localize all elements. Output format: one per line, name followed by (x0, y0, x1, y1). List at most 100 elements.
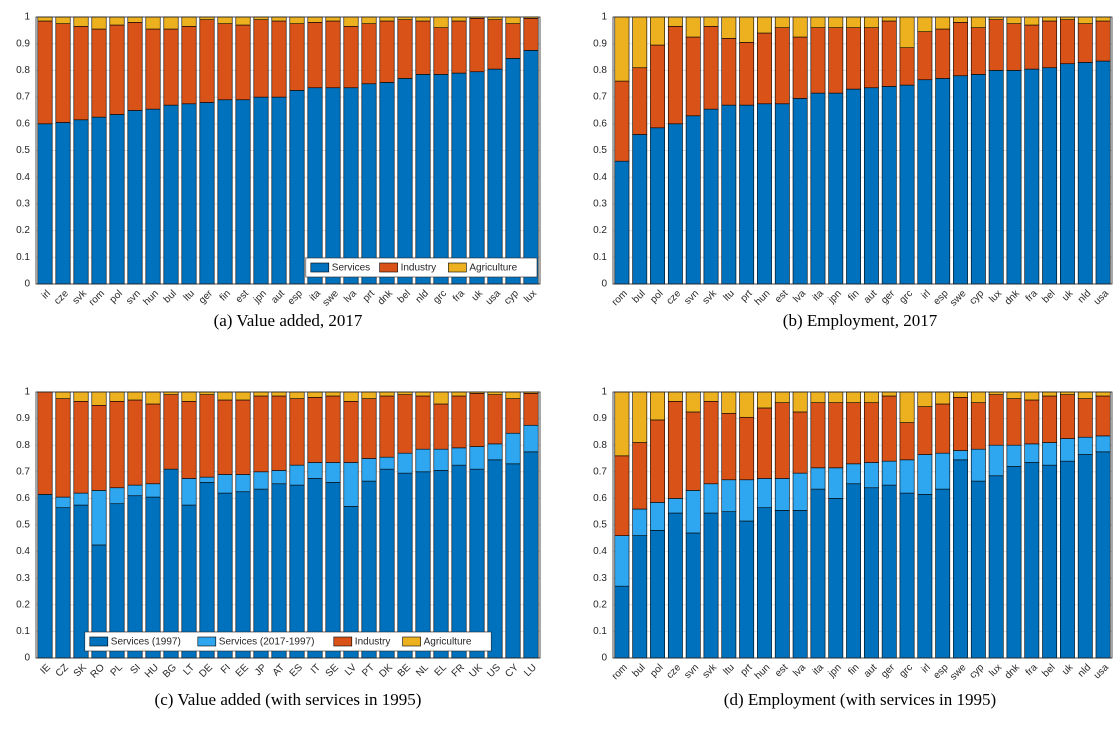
x-tick-label: hun (141, 288, 161, 308)
y-tick-label: 0.4 (593, 546, 607, 557)
x-tick-label: jpn (826, 662, 844, 680)
bar-segment (217, 16, 233, 24)
bar-segment (953, 391, 968, 398)
x-tick-label: lux (987, 288, 1004, 305)
bar-segment (810, 16, 826, 28)
bar-segment (953, 22, 968, 77)
legend-box (305, 257, 538, 278)
y-tick-label: 0.7 (593, 466, 607, 477)
bar-segment (199, 476, 215, 483)
x-tick-label: esp (932, 662, 951, 681)
bar-segment (1095, 435, 1111, 453)
legend-swatch (448, 262, 467, 273)
x-tick-label: FI (219, 662, 233, 676)
x-tick-label: grc (897, 662, 915, 680)
bar-segment (127, 110, 143, 285)
bar-segment (451, 391, 467, 397)
x-tick-label: fin (846, 662, 861, 677)
bar-segment (614, 16, 630, 82)
bar-segment (325, 391, 341, 397)
bar-segment (810, 92, 826, 285)
x-tick-label: uk (470, 288, 486, 304)
bar-segment (953, 16, 968, 23)
legend-swatch (89, 636, 109, 647)
bar-segment (271, 20, 287, 98)
bar-segment (55, 507, 71, 659)
bar-segment (487, 19, 503, 70)
bar-segment (487, 443, 503, 461)
bar-segment (1095, 60, 1111, 285)
bar-segment (988, 70, 1004, 285)
bar-segment (970, 16, 986, 28)
bar-segment (1006, 23, 1022, 71)
bar-segment (1024, 391, 1040, 401)
y-tick-label: 0.9 (593, 38, 607, 49)
x-tick-label: aut (269, 288, 287, 306)
bar-segment (217, 23, 233, 101)
bar-segment (988, 444, 1004, 477)
bar-segment (379, 456, 395, 470)
x-tick-label: rom (610, 662, 630, 682)
y-tick-label: 0.9 (16, 413, 30, 424)
x-tick-label: AT (271, 662, 287, 678)
x-tick-label: RO (89, 662, 108, 681)
bar-segment (685, 36, 701, 117)
x-tick-label: BE (396, 662, 413, 679)
bar-segment (632, 67, 648, 135)
bar-segment (953, 397, 968, 451)
bar-segment (614, 80, 630, 162)
bar-segment (846, 402, 862, 465)
bar-segment (55, 16, 71, 24)
bar-segment (379, 20, 395, 83)
bar-segment (307, 397, 323, 463)
bar-segment (1024, 399, 1040, 445)
bar-segment (325, 87, 341, 285)
x-tick-label: FR (450, 662, 467, 679)
bar-segment (199, 102, 215, 285)
bar-segment (271, 470, 287, 485)
bar-segment (828, 467, 844, 499)
x-tick-label: rom (610, 288, 630, 308)
y-tick-label: 0.3 (593, 199, 607, 210)
bar-segment (970, 480, 986, 659)
bar-segment (863, 487, 879, 659)
bar-segment (935, 391, 951, 405)
y-tick-label: 0.7 (16, 466, 30, 477)
bar-segment (73, 391, 89, 402)
bar-segment (181, 478, 197, 506)
bar-segment (632, 16, 648, 69)
x-tick-label: dnk (1003, 662, 1023, 682)
bar-segment (325, 20, 341, 89)
bar-segment (469, 446, 485, 470)
bar-segment (774, 402, 790, 479)
bar-segment (739, 416, 755, 481)
bar-segment (217, 474, 233, 494)
x-tick-label: lux (987, 662, 1004, 679)
x-tick-label: fin (846, 288, 861, 303)
x-tick-label: aut (862, 288, 880, 306)
bar-segment (846, 27, 862, 90)
bar-segment (970, 402, 986, 450)
bar-segment (935, 78, 951, 285)
x-tick-label: JP (253, 662, 269, 678)
bar-segment (91, 16, 107, 30)
bar-segment (881, 484, 897, 659)
bar-segment (127, 22, 143, 111)
bar-segment (667, 512, 683, 659)
legend-box (84, 631, 492, 652)
y-tick-label: 1 (601, 387, 607, 398)
bar-segment (721, 412, 737, 481)
bar-segment (1042, 395, 1058, 443)
bar-segment (863, 402, 879, 463)
bar-segment (361, 398, 377, 459)
y-tick-label: 0.6 (593, 493, 607, 504)
bar-segment (163, 16, 179, 30)
axes-box (35, 391, 541, 659)
bar-segment (343, 26, 359, 89)
bar-segment (1077, 436, 1093, 455)
bar-segment (199, 16, 215, 20)
x-tick-label: prt (739, 288, 755, 304)
y-tick-label: 0.8 (16, 440, 30, 451)
x-tick-label: grc (431, 288, 449, 306)
bar-segment (505, 23, 521, 59)
